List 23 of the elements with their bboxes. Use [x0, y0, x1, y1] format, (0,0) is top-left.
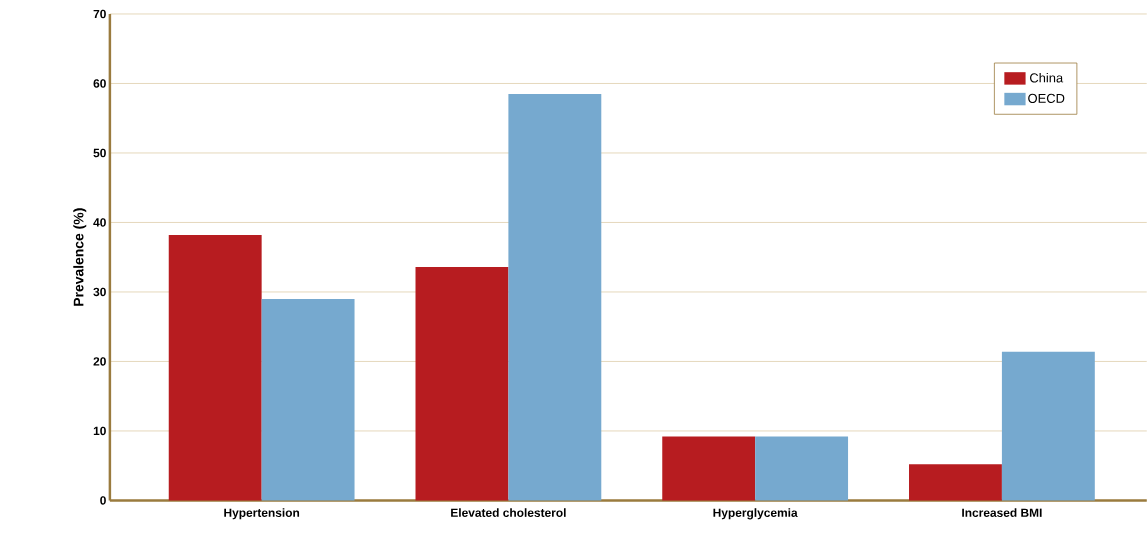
legend-label: OECD: [1028, 93, 1065, 103]
x-tick-label: Increased BMI: [962, 508, 1042, 517]
bar: [662, 436, 756, 501]
bar: [168, 234, 262, 501]
legend-label: China: [1030, 72, 1064, 83]
x-tick-label: Hyperglycemia: [713, 508, 798, 520]
y-tick-label: 10: [93, 426, 106, 435]
bar: [508, 93, 602, 501]
y-tick-label: 0: [100, 496, 106, 505]
bar: [261, 298, 355, 501]
y-tick-label: 70: [93, 9, 106, 19]
bar: [755, 436, 849, 501]
bar: [909, 464, 1002, 501]
y-tick-label: 40: [93, 218, 106, 227]
y-axis-title: Prevalence (%): [73, 208, 87, 306]
y-tick-label: 60: [93, 79, 106, 88]
bar: [1001, 351, 1095, 501]
x-tick-label: Hypertension: [224, 508, 300, 520]
y-tick-label: 30: [93, 287, 106, 297]
bar: [415, 266, 509, 501]
x-tick-label: Elevated cholesterol: [451, 508, 566, 517]
y-tick-label: 20: [93, 357, 106, 366]
y-tick-label: 50: [93, 148, 106, 157]
